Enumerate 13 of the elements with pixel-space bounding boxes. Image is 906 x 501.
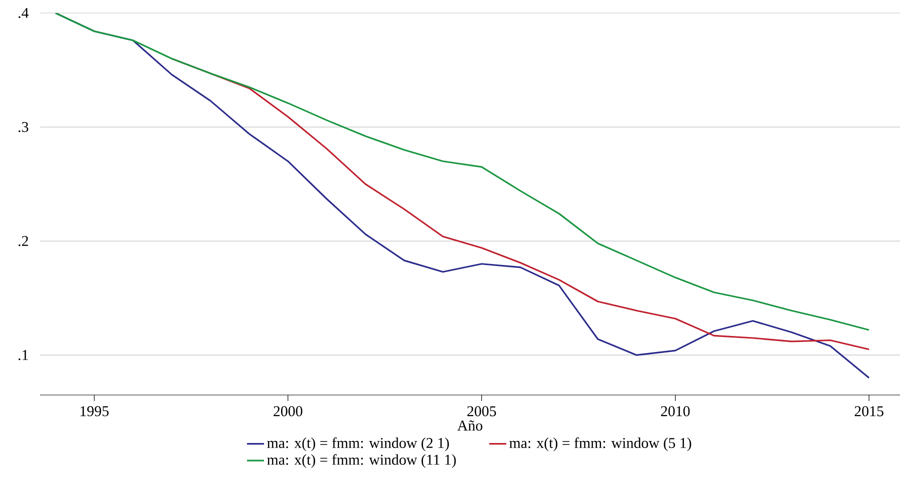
y-tick-label: .1 bbox=[18, 350, 28, 360]
x-tick-label: 2015 bbox=[854, 406, 884, 416]
x-tick-label: 2000 bbox=[274, 406, 302, 416]
y-tick-label: .3 bbox=[18, 122, 28, 132]
x-axis-title: Año bbox=[457, 420, 482, 431]
legend-label: ma: x(t) = fmm: window (5 1) bbox=[509, 437, 692, 452]
legend-label: ma: x(t) = fmm: window (11 1) bbox=[267, 454, 456, 468]
y-tick-label: .4 bbox=[18, 8, 29, 18]
x-tick-label: 2010 bbox=[661, 406, 690, 416]
legend-label: ma: x(t) = fmm: window (2 1) bbox=[267, 437, 449, 452]
y-tick-label: .2 bbox=[18, 236, 28, 246]
x-tick-label: 1995 bbox=[80, 406, 109, 416]
x-tick-label: 2005 bbox=[467, 406, 496, 416]
